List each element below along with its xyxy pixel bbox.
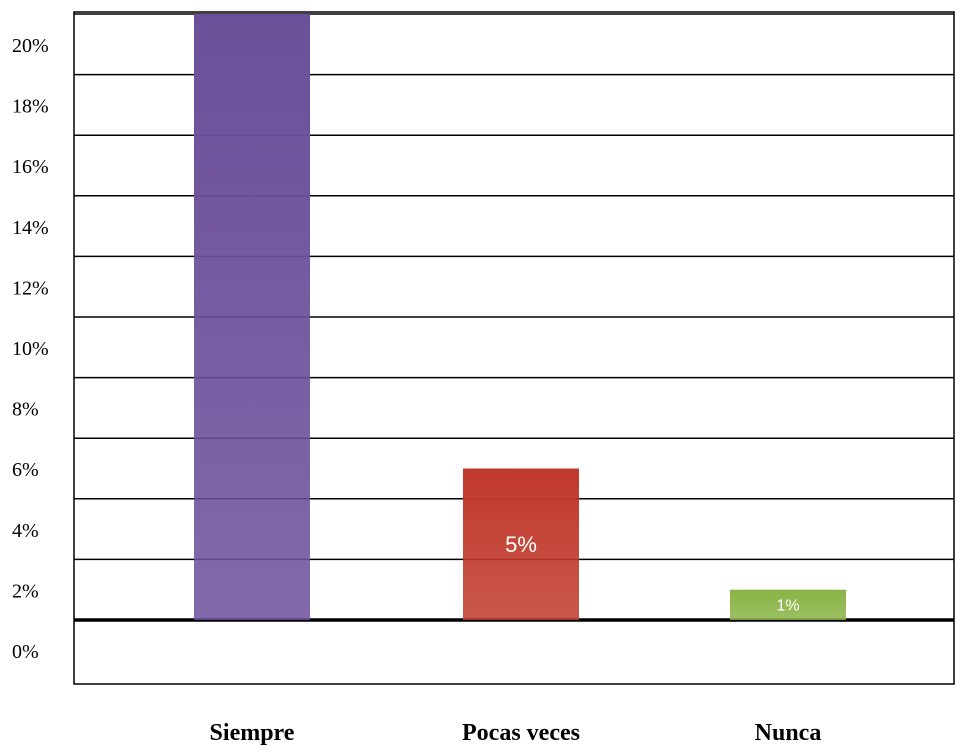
- data-label: 1%: [776, 597, 799, 614]
- y-tick-label: 14%: [12, 217, 49, 239]
- y-tick-label: 20%: [12, 35, 49, 57]
- y-tick-label: 16%: [12, 156, 49, 178]
- bars: 5% 1%: [194, 14, 846, 620]
- y-tick-label: 4%: [12, 520, 39, 542]
- bar: [463, 468, 579, 620]
- x-category-label: Nunca: [755, 720, 822, 746]
- y-tick-label: 0%: [12, 641, 39, 663]
- y-tick-label: 10%: [12, 338, 49, 360]
- y-tick-label: 2%: [12, 580, 39, 602]
- x-axis-categories: Siempre Pocas veces Nunca: [210, 720, 822, 746]
- y-tick-label: 18%: [12, 96, 49, 118]
- y-tick-label: 6%: [12, 459, 39, 481]
- x-category-label: Siempre: [210, 720, 295, 746]
- y-tick-label: 8%: [12, 399, 39, 421]
- x-category-label: Pocas veces: [462, 720, 580, 746]
- bar: [194, 14, 310, 620]
- bar-pocas-veces: 5%: [463, 468, 579, 620]
- bar-nunca: 1%: [730, 589, 846, 620]
- plot-frame: [73, 11, 955, 685]
- y-axis-ticks: 0% 2% 4% 6% 8% 10% 12% 14% 16% 18% 20%: [12, 35, 49, 663]
- data-label: 5%: [505, 532, 537, 557]
- bar: [730, 589, 846, 620]
- bar-siempre: [194, 14, 310, 620]
- y-tick-label: 12%: [12, 277, 49, 299]
